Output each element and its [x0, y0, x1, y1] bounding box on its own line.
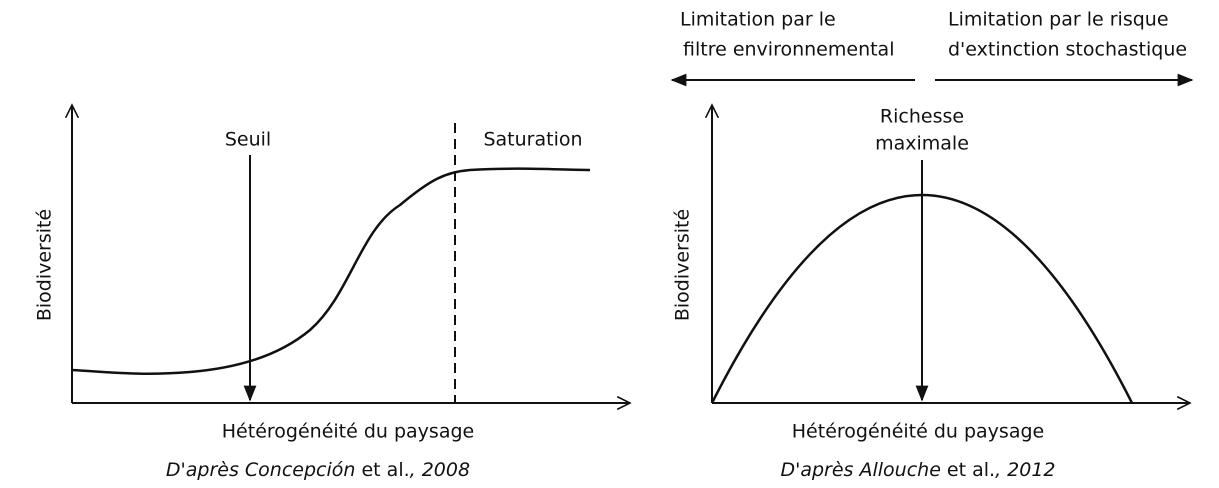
caption: D'après Concepción et al., 2008 [166, 459, 470, 481]
y-label: Biodiversité [672, 209, 694, 321]
caption-part: D'après Allouche [780, 459, 940, 481]
caption-part: et al. [941, 459, 995, 481]
peak-label: Richesse [880, 106, 964, 128]
saturation-label: Saturation [483, 129, 582, 151]
left-limit-label: Limitation par le [680, 9, 836, 31]
caption-part: D'après Concepción [166, 459, 356, 481]
right-limit-label: d'extinction stochastique [948, 39, 1187, 61]
y-label: Biodiversité [34, 209, 56, 321]
caption-part: , 2012 [995, 459, 1055, 481]
sigmoid-curve [71, 167, 591, 375]
x-label: Hétérogénéité du paysage [792, 421, 1044, 443]
threshold-label: Seuil [225, 129, 271, 151]
caption-part: , 2008 [410, 459, 470, 481]
right-panel: Limitation par le filtre environnemental… [670, 9, 1194, 481]
caption: D'après Allouche et al., 2012 [780, 459, 1055, 481]
peak-label: maximale [875, 133, 969, 155]
left-limit-label: filtre environnemental [683, 39, 894, 61]
left-panel: Seuil Saturation Biodiversité Hétérogéné… [34, 105, 631, 481]
right-limit-label: Limitation par le risque [948, 9, 1169, 31]
caption-part: et al. [355, 459, 409, 481]
x-label: Hétérogénéité du paysage [222, 421, 474, 443]
